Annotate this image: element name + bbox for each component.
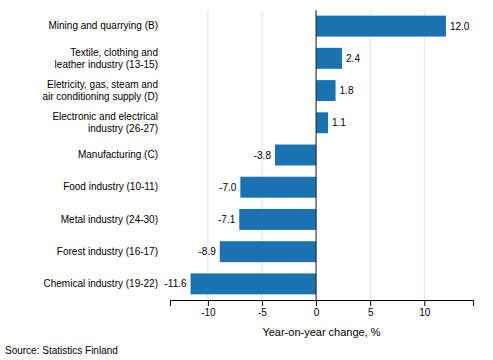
y-tick-label-line: Chemical industry (19-22) xyxy=(44,278,159,289)
y-tick-label: Mining and quarrying (B) xyxy=(49,20,159,31)
x-tick-mark xyxy=(262,300,263,306)
y-tick-label-line: Manufacturing (C) xyxy=(78,149,158,160)
bars xyxy=(191,16,446,295)
y-tick-label-line: air conditioning supply (D) xyxy=(42,91,158,102)
data-label: -3.8 xyxy=(254,150,272,161)
y-tick-label-line: Forest industry (16-17) xyxy=(57,246,158,257)
x-tick: -5 xyxy=(258,300,267,318)
data-label: 12.0 xyxy=(450,21,470,32)
data-label: 1.1 xyxy=(332,117,346,128)
y-tick-label-line: Metal industry (24-30) xyxy=(61,214,158,225)
bar xyxy=(316,112,328,133)
data-label: -11.6 xyxy=(164,278,186,289)
bar xyxy=(275,145,316,166)
y-tick-label-line: industry (26-27) xyxy=(88,123,158,134)
y-axis: Chemical industry (19-22) Forest industry… xyxy=(42,20,170,289)
x-axis-title: Year-on-year change, % xyxy=(262,326,380,338)
x-tick-mark xyxy=(208,300,209,306)
x-tick-label: 0 xyxy=(314,307,320,318)
chart: -11.6 -8.9 -7.1 -7.0 -3.8 1.1 1.8 2.4 12.0 -10 -5 0… xyxy=(0,0,493,360)
x-tick-label: 5 xyxy=(368,307,374,318)
y-tick: Eletricity, gas, steam andair conditioni… xyxy=(42,79,170,102)
data-label: 2.4 xyxy=(346,53,360,64)
data-label: -7.1 xyxy=(218,214,236,225)
y-tick-label-line: Food industry (10-11) xyxy=(63,181,158,192)
y-tick: Metal industry (24-30) xyxy=(61,214,170,225)
y-tick-label-line: Textile, clothing and xyxy=(70,47,158,58)
bar xyxy=(316,48,342,69)
x-tick-label: 10 xyxy=(419,307,431,318)
x-tick: 10 xyxy=(419,300,431,318)
y-tick: Mining and quarrying (B) xyxy=(49,20,171,31)
y-tick-label-line: Electronic and electrical xyxy=(52,111,158,122)
x-tick-mark xyxy=(424,300,425,306)
y-tick-label: Electronic and electricalindustry (26-27… xyxy=(52,111,158,134)
x-axis-line xyxy=(171,301,474,307)
data-labels: -11.6 -8.9 -7.1 -7.0 -3.8 1.1 1.8 2.4 12.0 xyxy=(164,21,469,290)
x-axis: -10 -5 0 5 10 xyxy=(171,300,474,318)
grid-line xyxy=(424,10,425,300)
y-tick-label-line: Eletricity, gas, steam and xyxy=(47,79,158,90)
x-tick: 5 xyxy=(368,300,374,318)
x-tick-label: -5 xyxy=(258,307,267,318)
bar xyxy=(316,80,335,101)
y-tick-label: Eletricity, gas, steam andair conditioni… xyxy=(42,79,158,102)
data-label: -8.9 xyxy=(199,246,217,257)
x-tick-mark xyxy=(370,300,371,306)
data-label: 1.8 xyxy=(340,85,354,96)
y-tick-label: Forest industry (16-17) xyxy=(57,246,158,257)
y-tick-label-line: leather industry (13-15) xyxy=(55,59,158,70)
x-tick: -10 xyxy=(201,300,216,318)
plot-area: -11.6 -8.9 -7.1 -7.0 -3.8 1.1 1.8 2.4 12.0 -10 -5 0… xyxy=(42,10,473,318)
y-tick-label: Metal industry (24-30) xyxy=(61,214,158,225)
y-tick: Chemical industry (19-22) xyxy=(44,278,171,289)
y-tick: Textile, clothing andleather industry (1… xyxy=(55,47,170,70)
grid-line xyxy=(316,10,317,300)
grid-line xyxy=(370,10,371,300)
y-tick: Food industry (10-11) xyxy=(63,181,170,192)
annotation: Source: Statistics Finland xyxy=(5,345,118,356)
x-tick-label: -10 xyxy=(201,307,216,318)
y-tick-label: Food industry (10-11) xyxy=(63,181,158,192)
bar xyxy=(191,273,317,294)
bar xyxy=(240,177,316,198)
y-tick-label: Chemical industry (19-22) xyxy=(44,278,159,289)
x-tick-mark xyxy=(316,300,317,306)
y-tick: Manufacturing (C) xyxy=(78,149,170,160)
y-tick-label: Manufacturing (C) xyxy=(78,149,158,160)
bar xyxy=(316,16,446,37)
x-tick: 0 xyxy=(314,300,320,318)
zero-line xyxy=(316,10,317,300)
y-tick-label-line: Mining and quarrying (B) xyxy=(49,20,159,31)
bar xyxy=(220,241,316,262)
y-tick-label: Textile, clothing andleather industry (1… xyxy=(55,47,158,70)
y-tick: Forest industry (16-17) xyxy=(57,246,170,257)
grid xyxy=(208,10,424,300)
data-label: -7.0 xyxy=(219,182,237,193)
bar xyxy=(239,209,316,230)
y-tick: Electronic and electricalindustry (26-27… xyxy=(52,111,170,134)
